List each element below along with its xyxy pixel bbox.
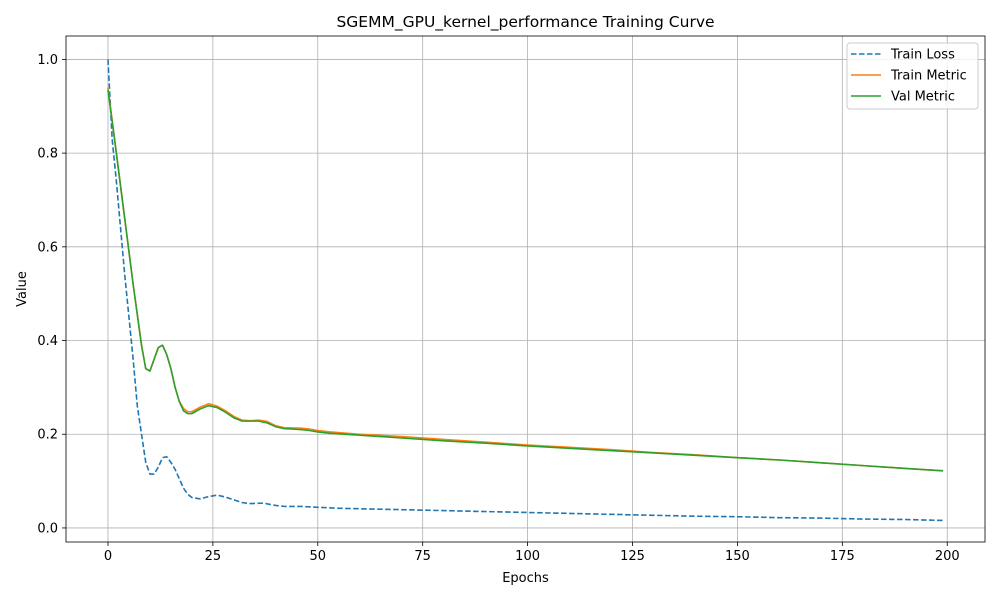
train-loss-line: [107, 59, 944, 522]
val-metric-line: [107, 89, 944, 472]
x-tick-label: 25: [205, 549, 222, 564]
ticks: 0 25 50 75 100 125 150 175 200 0.0 0.2 0.4 0.6 0.8 1.0: [37, 53, 959, 564]
x-tick-label: 175: [830, 549, 855, 564]
x-tick-label: 100: [515, 549, 540, 564]
y-tick-label: 0.0: [37, 521, 58, 536]
y-tick-label: 0.8: [37, 147, 58, 162]
x-axis-label: Epochs: [502, 571, 549, 586]
y-tick-label: 0.2: [37, 428, 58, 443]
x-tick-label: 125: [620, 549, 645, 564]
x-tick-label: 150: [725, 549, 750, 564]
x-tick-label: 0: [104, 549, 112, 564]
y-tick-label: 1.0: [37, 53, 58, 68]
legend-label-train-metric: Train Metric: [890, 69, 967, 84]
series-lines: [107, 59, 944, 522]
x-tick-label: 200: [935, 549, 960, 564]
y-tick-label: 0.4: [37, 334, 58, 349]
x-tick-label: 50: [310, 549, 327, 564]
y-axis-label: Value: [15, 271, 30, 307]
legend-label-train-loss: Train Loss: [890, 48, 955, 63]
legend: Train Loss Train Metric Val Metric: [846, 42, 979, 110]
legend-label-val-metric: Val Metric: [891, 90, 955, 105]
grid: [66, 36, 985, 542]
plot-frame: [65, 35, 986, 543]
x-tick-label: 75: [414, 549, 431, 564]
chart-title: SGEMM_GPU_kernel_performance Training Cu…: [336, 13, 714, 32]
y-tick-label: 0.6: [37, 240, 58, 255]
train-metric-line: [107, 87, 944, 472]
legend-box: [846, 42, 979, 110]
